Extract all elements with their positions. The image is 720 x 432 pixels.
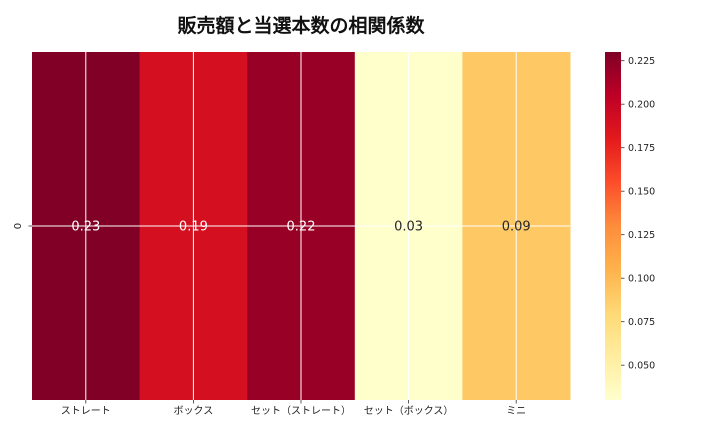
colorbar-tick-label: 0.100 [628,274,655,285]
y-axis-ticks: 0 [13,223,32,229]
chart-title: 販売額と当選本数の相関係数 [177,14,425,37]
cell-value-label: 0.19 [179,220,208,235]
colorbar-tick-label: 0.150 [628,187,655,198]
x-tick-label: セット（ストレート） [251,405,351,417]
x-tick-label: セット（ボックス） [364,405,454,417]
cell-value-label: 0.22 [287,220,316,235]
colorbar [605,52,621,400]
x-tick-label: ミニ [506,406,526,417]
colorbar-tick-label: 0.050 [628,361,655,372]
colorbar-tick-label: 0.225 [628,56,655,67]
gridlines [32,52,570,400]
colorbar-ticks: 0.050 0.075 0.100 0.125 0.150 0.175 0.200 0.225 [621,56,655,372]
colorbar-tick-label: 0.075 [628,317,655,328]
x-tick-label: ストレート [61,406,111,417]
x-tick-label: ボックス [174,405,214,417]
cell-value-label: 0.23 [71,220,100,235]
colorbar-tick-label: 0.200 [628,100,655,111]
y-tick-label: 0 [13,223,24,229]
cell-labels: 0.23 0.19 0.22 0.03 0.09 [71,220,530,235]
colorbar-tick-label: 0.125 [628,230,655,241]
cell-value-label: 0.09 [502,220,531,235]
cell-value-label: 0.03 [394,220,423,235]
colorbar-tick-label: 0.175 [628,143,655,154]
x-axis-ticks: ストレート ボックス セット（ストレート） セット（ボックス） ミニ [61,400,526,417]
